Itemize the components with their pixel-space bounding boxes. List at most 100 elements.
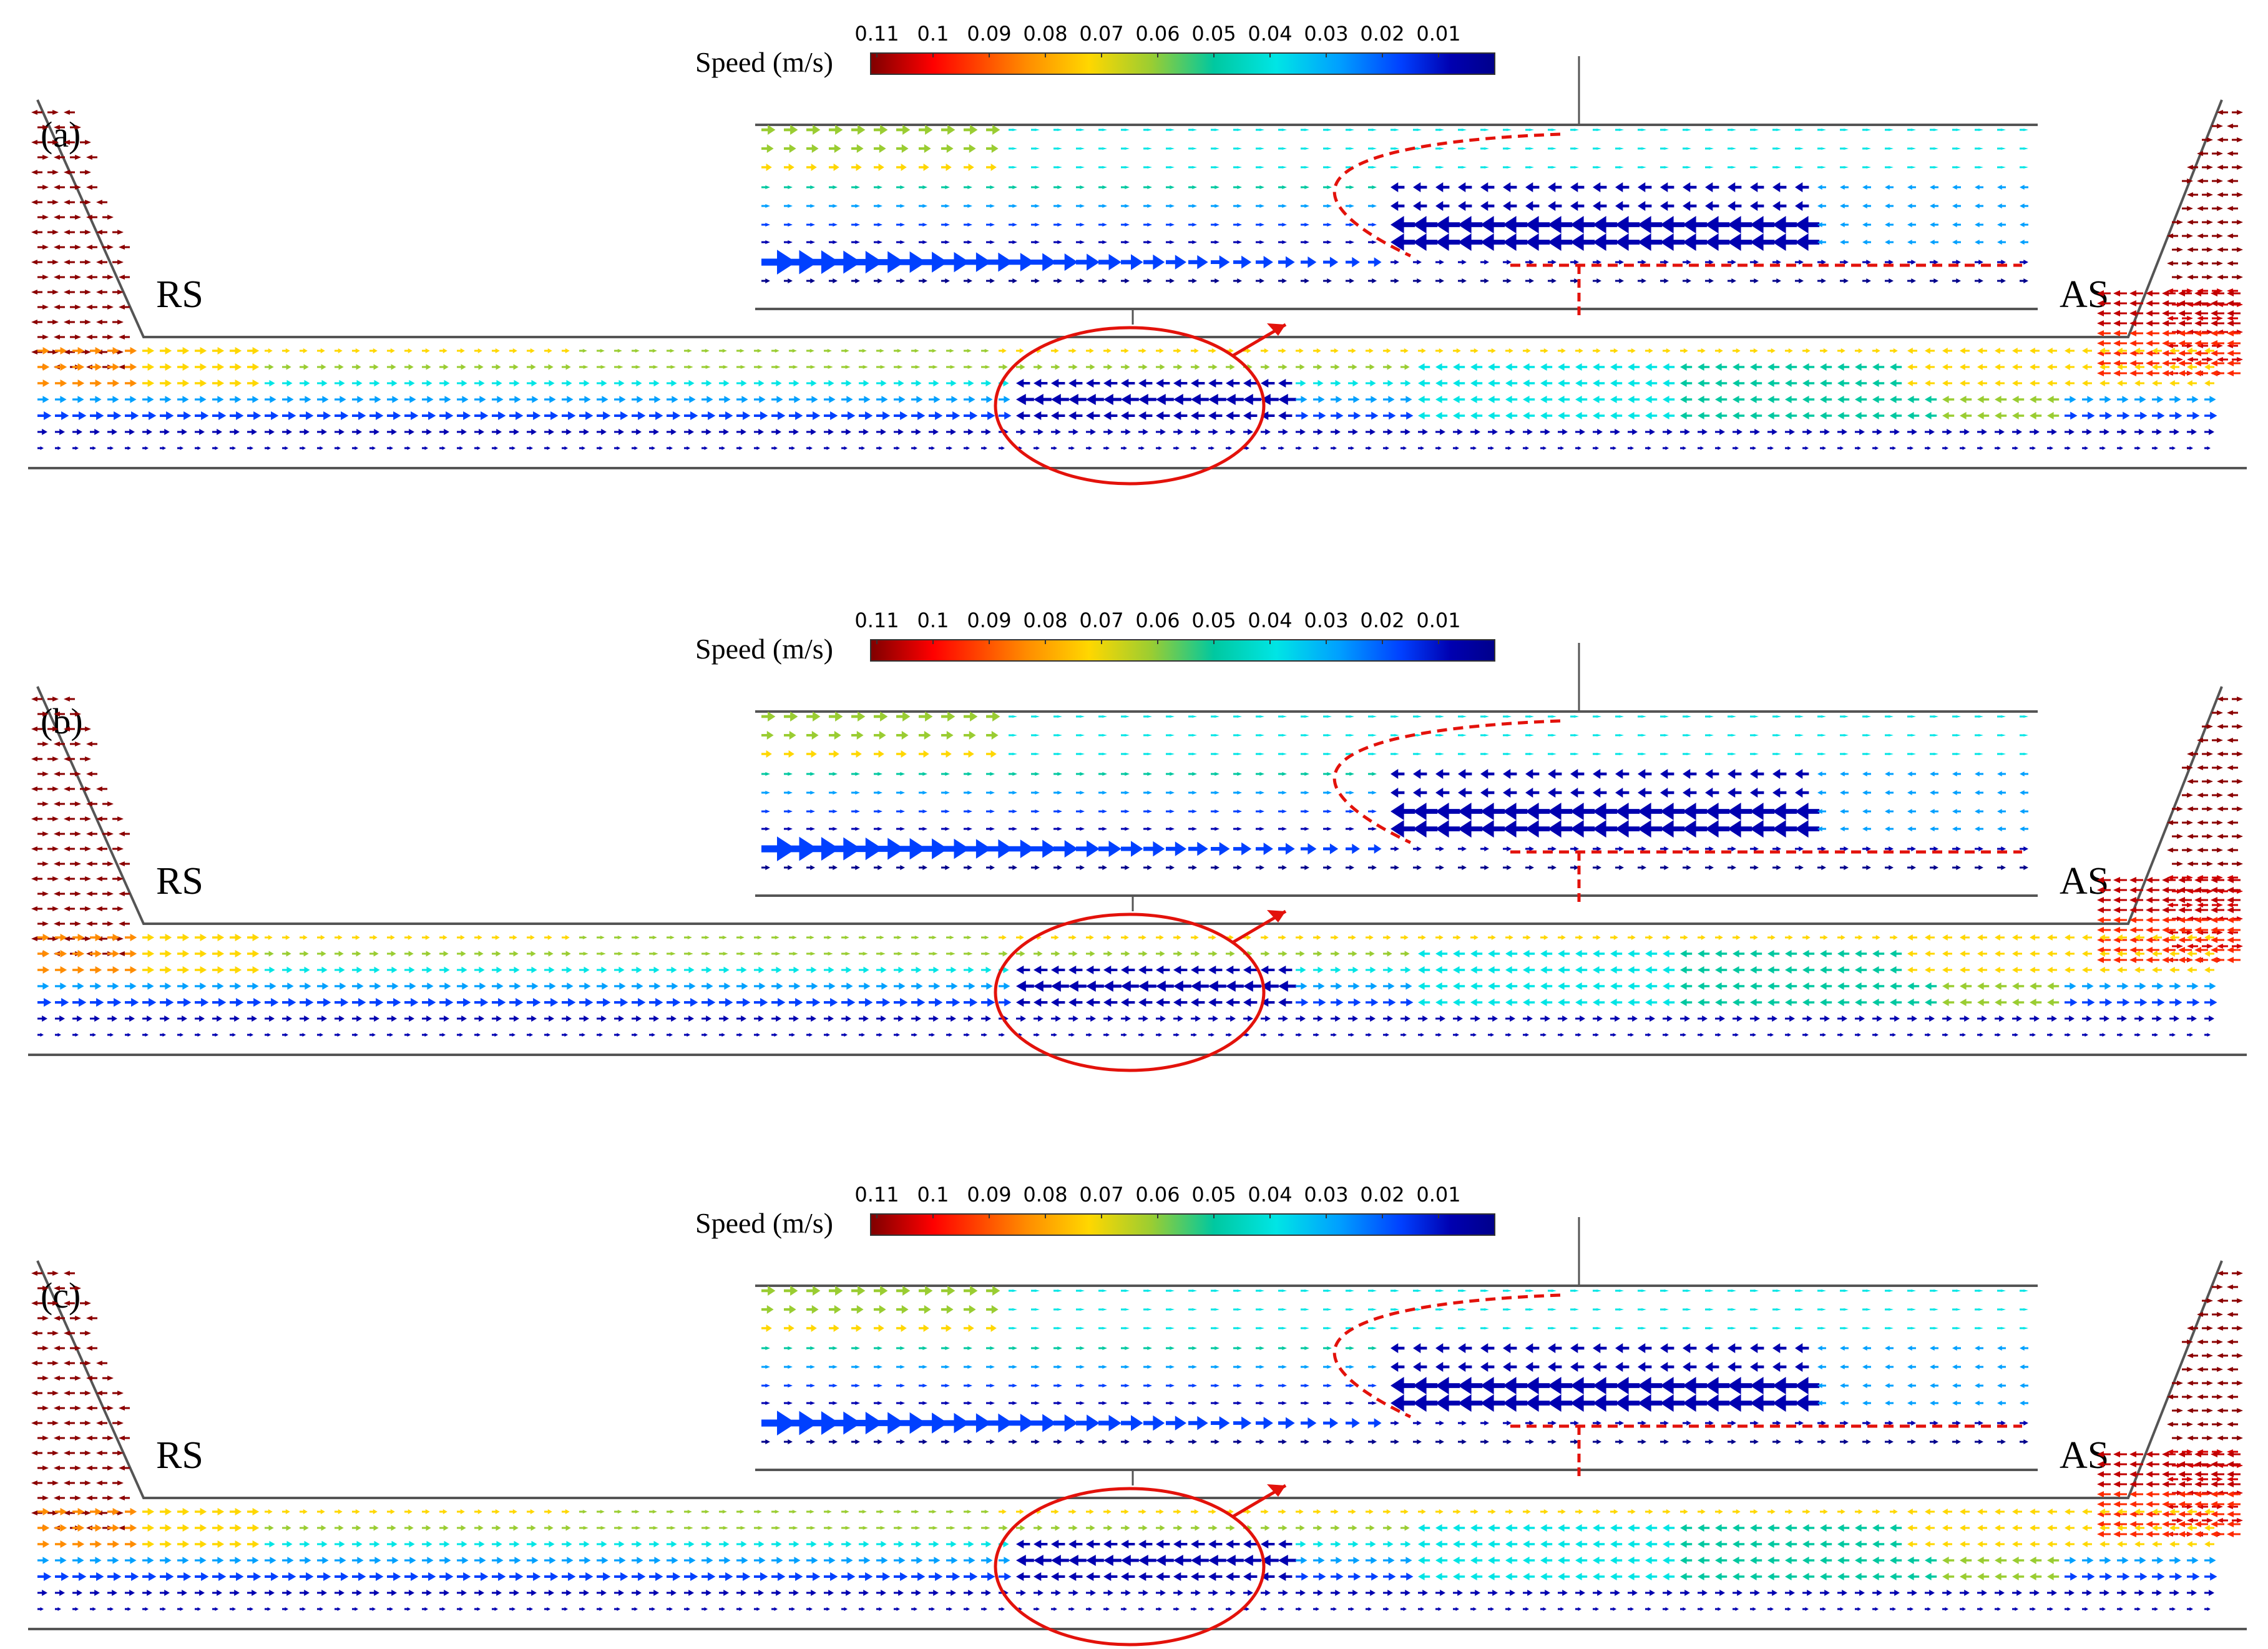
- velocity-arrow: [1558, 1509, 1566, 1514]
- velocity-arrow: [1121, 1555, 1139, 1566]
- velocity-arrow: [1278, 1607, 1284, 1611]
- velocity-arrow: [2169, 1015, 2179, 1022]
- velocity-arrow: [352, 951, 361, 957]
- velocity-arrow: [102, 891, 114, 896]
- velocity-arrow: [1400, 429, 1410, 435]
- velocity-arrow: [999, 966, 1009, 974]
- velocity-arrow: [1366, 1540, 1376, 1548]
- velocity-arrow: [964, 164, 974, 171]
- velocity-arrow: [1750, 769, 1764, 779]
- velocity-arrow: [1872, 1033, 1879, 1037]
- velocity-arrow: [1458, 1289, 1467, 1292]
- velocity-arrow: [317, 348, 325, 353]
- velocity-arrow: [2202, 192, 2213, 197]
- velocity-arrow: [212, 411, 227, 420]
- velocity-arrow: [1348, 966, 1359, 974]
- velocity-arrow: [667, 1526, 676, 1530]
- velocity-arrow: [2134, 364, 2144, 370]
- velocity-arrow: [247, 1590, 257, 1596]
- velocity-arrow: [1261, 1590, 1271, 1596]
- velocity-arrow: [946, 982, 958, 990]
- velocity-arrow: [1593, 1362, 1607, 1372]
- velocity-arrow: [806, 1540, 817, 1548]
- velocity-arrow: [1698, 1015, 1708, 1022]
- velocity-arrow: [2134, 396, 2146, 403]
- velocity-arrow: [1840, 222, 1849, 227]
- velocity-arrow: [1233, 827, 1242, 831]
- velocity-arrow: [911, 998, 926, 1007]
- velocity-arrow: [761, 144, 774, 153]
- velocity-arrow: [614, 411, 628, 420]
- velocity-arrow: [1331, 1557, 1342, 1564]
- velocity-arrow: [941, 791, 950, 795]
- velocity-arrow: [719, 429, 729, 435]
- velocity-arrow: [1925, 934, 1935, 941]
- velocity-arrow: [1166, 1346, 1175, 1350]
- velocity-arrow: [492, 935, 500, 940]
- velocity-arrow: [474, 982, 486, 990]
- velocity-arrow: [404, 951, 414, 957]
- velocity-arrow: [894, 429, 904, 435]
- velocity-arrow: [2099, 1509, 2109, 1515]
- velocity-arrow: [806, 1590, 816, 1596]
- left-swirl-field: [31, 1271, 130, 1530]
- velocity-arrow: [597, 998, 611, 1007]
- velocity-arrow: [247, 1572, 262, 1581]
- velocity-arrow: [1346, 810, 1354, 813]
- velocity-arrow: [1960, 1590, 1970, 1596]
- velocity-arrow: [2020, 185, 2028, 190]
- velocity-arrow: [55, 411, 69, 420]
- velocity-arrow: [1523, 1509, 1531, 1514]
- velocity-arrow: [1660, 260, 1669, 265]
- velocity-arrow: [177, 934, 190, 941]
- velocity-arrow: [1975, 129, 1983, 131]
- velocity-arrow: [1278, 966, 1293, 974]
- velocity-arrow: [1663, 935, 1671, 940]
- velocity-arrow: [851, 750, 862, 758]
- velocity-arrow: [1098, 840, 1122, 858]
- velocity-arrow: [1995, 348, 2005, 354]
- velocity-arrow: [282, 951, 291, 957]
- velocity-arrow: [1942, 1541, 1952, 1547]
- velocity-arrow: [352, 1540, 363, 1548]
- velocity-arrow: [1925, 1557, 1937, 1564]
- velocity-arrow: [1103, 1509, 1112, 1514]
- velocity-arrow: [422, 364, 431, 370]
- velocity-arrow: [2146, 927, 2159, 933]
- velocity-arrow: [2178, 907, 2192, 913]
- velocity-arrow: [1975, 753, 1983, 755]
- velocity-arrow: [579, 982, 591, 990]
- velocity-arrow: [2146, 1461, 2159, 1467]
- velocity-arrow: [300, 935, 308, 940]
- velocity-arrow: [1820, 379, 1832, 387]
- velocity-arrow: [2212, 738, 2223, 743]
- velocity-arrow: [1733, 379, 1745, 387]
- velocity-arrow: [981, 982, 993, 990]
- velocity-arrow: [544, 411, 559, 420]
- velocity-arrow: [1930, 1364, 1938, 1369]
- velocity-arrow: [527, 966, 537, 974]
- velocity-arrow: [492, 364, 501, 370]
- velocity-arrow: [1368, 166, 1377, 169]
- velocity-arrow: [2204, 951, 2214, 957]
- velocity-arrow: [1785, 1573, 1797, 1580]
- velocity-arrow: [1638, 753, 1646, 755]
- velocity-arrow: [1301, 1401, 1309, 1405]
- velocity-arrow: [1638, 1327, 1646, 1329]
- velocity-arrow: [824, 365, 833, 369]
- velocity-arrow: [300, 998, 314, 1007]
- velocity-arrow: [896, 810, 905, 813]
- velocity-arrow: [1767, 1509, 1776, 1514]
- velocity-arrow: [509, 364, 519, 370]
- velocity-arrow: [2047, 1033, 2053, 1037]
- velocity-arrow: [2113, 1501, 2127, 1507]
- velocity-arrow: [1256, 223, 1264, 227]
- velocity-arrow: [282, 935, 290, 940]
- velocity-arrow: [964, 936, 972, 939]
- velocity-arrow: [667, 349, 675, 353]
- velocity-arrow: [2117, 380, 2127, 386]
- velocity-arrow: [119, 921, 130, 926]
- velocity-arrow: [2099, 1590, 2109, 1596]
- velocity-arrow: [1121, 379, 1135, 388]
- velocity-arrow: [2227, 1394, 2238, 1399]
